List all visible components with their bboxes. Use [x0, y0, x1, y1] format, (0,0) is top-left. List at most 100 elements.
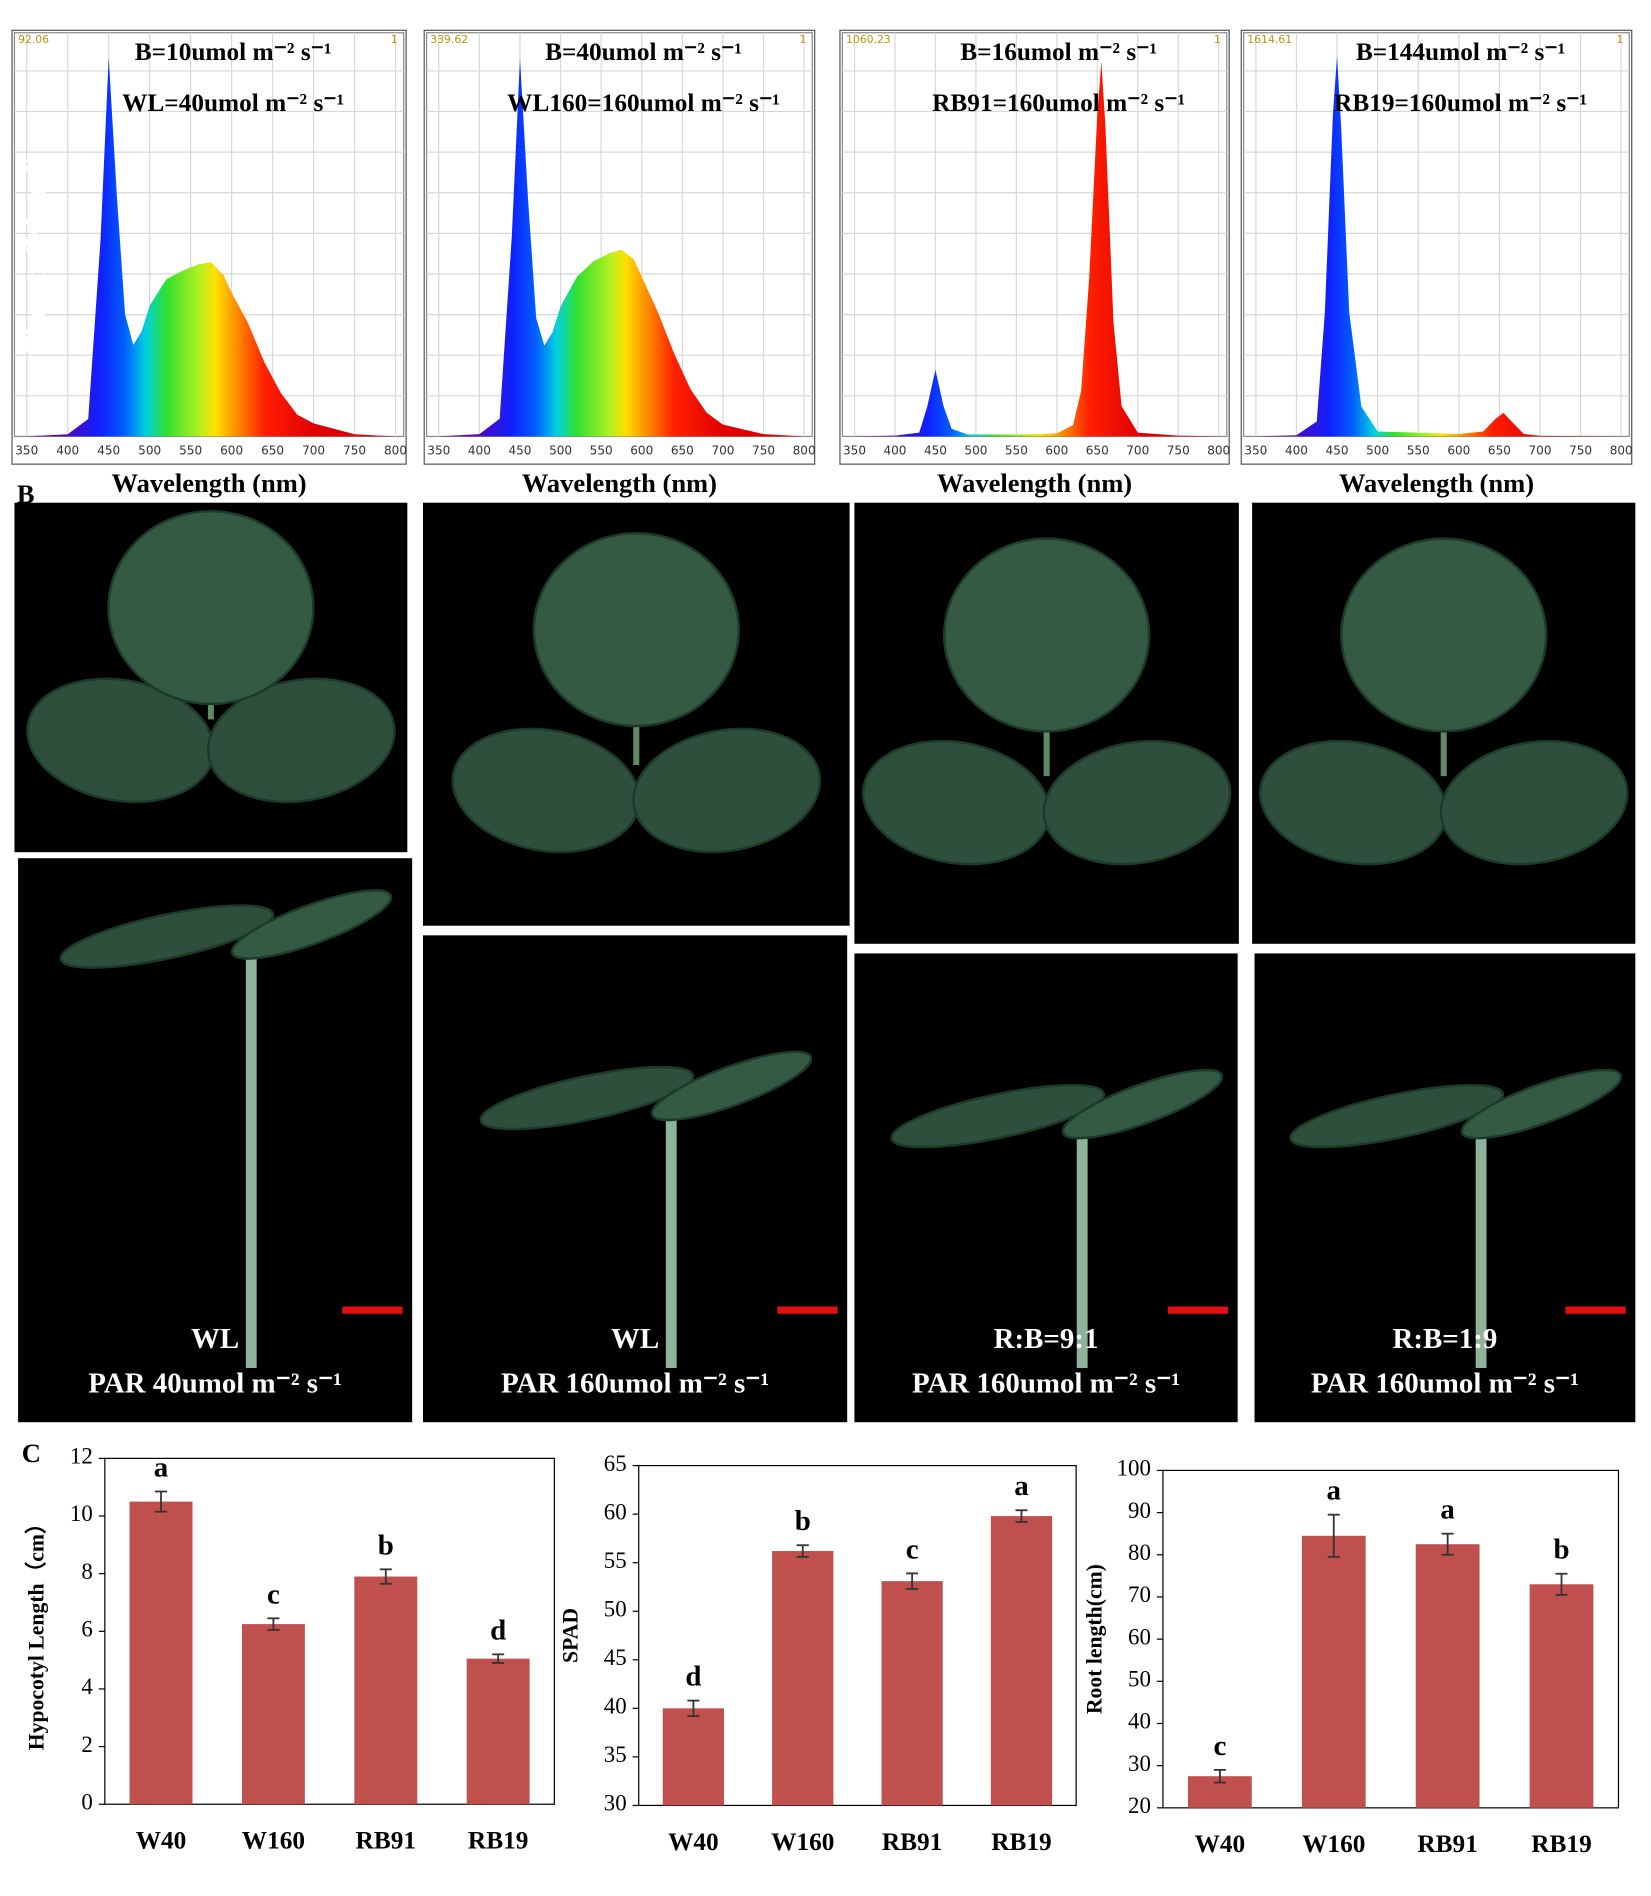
- spectrum-area: [26, 57, 396, 437]
- y-max-label: 1060.23: [846, 33, 891, 46]
- x-tick-label: 450: [1326, 443, 1349, 457]
- x-tick-label: 650: [261, 443, 284, 457]
- y-tick-label: 65: [604, 1451, 627, 1476]
- x-tick-label: 600: [220, 443, 243, 457]
- photo-par: PAR 160umol m⁻² s⁻¹: [912, 1368, 1180, 1400]
- bar: [772, 1551, 834, 1806]
- significance-letter: a: [154, 1451, 169, 1483]
- x-tick-label: 700: [302, 443, 325, 457]
- x-tick-label: 400: [883, 443, 906, 457]
- leaf: [1460, 1068, 1623, 1140]
- significance-letter: b: [795, 1505, 811, 1537]
- panel-label: C: [22, 1438, 41, 1468]
- x-axis-label: Wavelength (nm): [1339, 468, 1534, 498]
- photo-par: PAR 160umol m⁻² s⁻¹: [501, 1368, 769, 1400]
- plot-area: [841, 32, 1228, 438]
- x-tick-label: RB19: [991, 1828, 1051, 1856]
- photo-label: WL: [611, 1323, 659, 1355]
- x-tick-label: RB91: [882, 1828, 942, 1856]
- annotation: RB19=160umol m⁻² s⁻¹: [1334, 89, 1587, 117]
- photo-par: PAR 40umol m⁻² s⁻¹: [88, 1368, 342, 1400]
- x-tick-label: 350: [427, 443, 450, 457]
- significance-letter: a: [1440, 1494, 1455, 1526]
- x-tick-label: 700: [711, 443, 734, 457]
- photo: [422, 935, 848, 1423]
- x-tick-label: 600: [630, 443, 653, 457]
- annotation: RB91=160umol m⁻² s⁻¹: [932, 89, 1185, 117]
- leaf: [1439, 739, 1629, 866]
- significance-letter: d: [490, 1614, 506, 1646]
- x-tick-label: 450: [508, 443, 531, 457]
- annotation: B=40umol m⁻² s⁻¹: [545, 38, 742, 66]
- x-tick-label: 750: [752, 443, 775, 457]
- x-tick-label: RB19: [1531, 1830, 1591, 1858]
- y-tick-label: 90: [1128, 1498, 1151, 1523]
- spectrum-area: [1255, 56, 1622, 437]
- bar: [354, 1576, 418, 1805]
- photo: [1254, 953, 1636, 1423]
- x-tick-label: W40: [1195, 1830, 1246, 1858]
- leaf: [1042, 739, 1232, 866]
- x-tick-label: 500: [549, 443, 572, 457]
- bar: [990, 1516, 1053, 1806]
- y-tick-label: 40: [1128, 1709, 1151, 1734]
- y-tick-label: 50: [1128, 1667, 1151, 1692]
- photo-label: WL: [191, 1323, 239, 1355]
- leaf: [230, 889, 393, 960]
- y-tick-label: 4: [81, 1674, 93, 1699]
- y-axis-label: Hypocotyl Length（cm）: [25, 1512, 49, 1750]
- corner-label: 1: [1214, 33, 1221, 46]
- y-tick-label: 2: [81, 1732, 92, 1757]
- leaf: [206, 677, 396, 804]
- x-tick-label: 800: [1610, 443, 1633, 457]
- x-tick-label: 650: [1488, 443, 1511, 457]
- y-axis-label: SPAD: [558, 1608, 582, 1663]
- x-tick-label: 600: [1447, 443, 1470, 457]
- scale-bar: [1167, 1306, 1229, 1314]
- y-tick-label: 6: [81, 1617, 92, 1642]
- x-tick-label: W40: [136, 1827, 187, 1855]
- y-tick-label: 60: [1128, 1624, 1151, 1649]
- x-axis-label: Wavelength (nm): [522, 468, 717, 498]
- leaf: [890, 1083, 1106, 1149]
- corner-label: 1: [799, 33, 806, 46]
- x-tick-label: 350: [843, 443, 866, 457]
- x-tick-label: 800: [1207, 443, 1230, 457]
- x-tick-label: 350: [15, 443, 38, 457]
- x-tick-label: 450: [924, 443, 947, 457]
- x-tick-label: 400: [56, 443, 79, 457]
- leaf: [59, 904, 275, 969]
- x-tick-label: 500: [964, 443, 987, 457]
- y-max-label: 1614.61: [1247, 33, 1292, 46]
- x-tick-label: 800: [793, 443, 816, 457]
- x-tick-label: 800: [384, 443, 407, 457]
- x-tick-label: 400: [468, 443, 491, 457]
- significance-letter: d: [685, 1661, 701, 1693]
- scale-bar: [342, 1306, 403, 1314]
- x-tick-label: 500: [138, 443, 161, 457]
- leaf: [942, 537, 1151, 733]
- y-tick-label: 12: [70, 1444, 93, 1469]
- x-tick-label: 350: [1244, 443, 1267, 457]
- x-tick-label: RB19: [468, 1827, 528, 1855]
- annotation: B=10umol m⁻² s⁻¹: [135, 38, 332, 66]
- x-tick-label: 750: [1569, 443, 1592, 457]
- corner-label: 1: [1616, 33, 1623, 46]
- annotation: B=16umol m⁻² s⁻¹: [960, 38, 1157, 66]
- x-tick-label: 650: [671, 443, 694, 457]
- significance-letter: c: [906, 1533, 919, 1565]
- y-tick-label: 45: [604, 1645, 627, 1670]
- y-tick-label: 40: [604, 1694, 627, 1719]
- corner-label: 1: [391, 33, 398, 46]
- leaf: [632, 727, 822, 854]
- significance-letter: c: [267, 1578, 280, 1610]
- bar: [881, 1581, 943, 1806]
- x-tick-label: 550: [590, 443, 613, 457]
- x-tick-label: 750: [1167, 443, 1190, 457]
- x-tick-label: W160: [242, 1827, 305, 1855]
- leaf: [1289, 1083, 1505, 1149]
- photo-label: R:B=9:1: [994, 1323, 1099, 1355]
- y-tick-label: 30: [1128, 1751, 1151, 1776]
- x-tick-label: 700: [1126, 443, 1149, 457]
